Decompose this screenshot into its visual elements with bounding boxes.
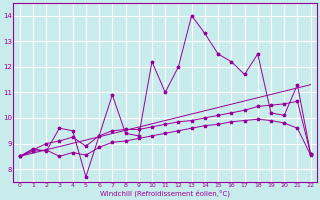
X-axis label: Windchill (Refroidissement éolien,°C): Windchill (Refroidissement éolien,°C) bbox=[100, 190, 230, 197]
